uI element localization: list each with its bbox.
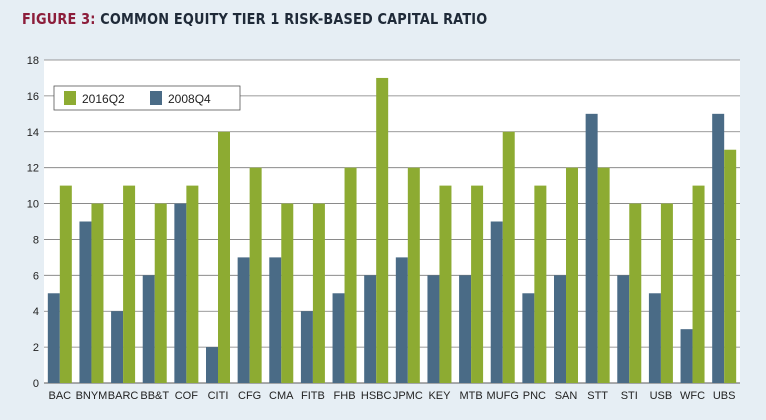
bar-2016q2 [312,203,325,383]
bar-2016q2 [660,203,673,383]
bar-2016q2 [154,203,167,383]
y-tick-label: 12 [27,163,39,175]
x-category-label: MUFG [487,390,519,402]
y-tick-label: 10 [27,199,39,211]
legend-box [53,85,241,111]
bar-2008q4 [522,293,535,383]
bar-2008q4 [585,113,598,383]
y-tick-label: 14 [27,127,39,139]
x-category-label: WFC [680,390,705,402]
y-axis-ticks: 0 2 4 6 8 10 12 14 16 18 [27,55,39,390]
x-category-label: JPMC [393,390,423,402]
bar-2016q2 [344,167,357,383]
x-category-label: USB [650,390,673,402]
bar-2008q4 [237,257,250,383]
bar-2016q2 [281,203,294,383]
legend-swatch [64,91,76,105]
y-tick-label: 0 [33,378,39,390]
bar-2016q2 [186,185,199,383]
bar-2016q2 [376,77,389,383]
x-category-label: SAN [555,390,578,402]
y-tick-label: 4 [33,306,39,318]
bar-2016q2 [439,185,452,383]
bar-2008q4 [111,311,124,383]
bar-2016q2 [629,203,642,383]
bar-2008q4 [712,113,725,383]
x-category-label: STI [621,390,638,402]
x-category-label: HSBC [361,390,392,402]
x-category-label: CFG [238,390,261,402]
y-tick-label: 6 [33,270,39,282]
bar-2008q4 [395,257,408,383]
x-category-label: BB&T [140,390,169,402]
x-category-label: STT [587,390,608,402]
bar-2008q4 [332,293,345,383]
figure-title: COMMON EQUITY TIER 1 RISK-BASED CAPITAL … [100,10,488,28]
bar-2008q4 [47,293,60,383]
bar-2008q4 [206,347,218,383]
legend-label: 2008Q4 [168,92,211,106]
bar-2008q4 [300,311,313,383]
bars [47,77,737,383]
bar-2008q4 [490,221,503,383]
bar-2008q4 [648,293,661,383]
bar-2008q4 [617,275,630,383]
legend: 2016Q2 2008Q4 [53,85,241,111]
x-category-label: MTB [459,390,482,402]
bar-2016q2 [407,167,420,383]
x-category-label: KEY [428,390,451,402]
bar-2008q4 [79,221,92,383]
x-category-label: BAC [49,390,72,402]
bar-2016q2 [566,167,578,383]
x-category-label: BARC [108,390,139,402]
bar-2016q2 [123,185,136,383]
x-category-label: UBS [713,390,736,402]
bar-2016q2 [597,167,610,383]
bar-2016q2 [692,185,705,383]
x-category-label: CITI [208,390,229,402]
bar-2016q2 [249,167,262,383]
figure-label: FIGURE 3: [22,10,96,28]
x-category-label: PNC [523,390,546,402]
bar-2008q4 [142,275,155,383]
bar-2016q2 [91,203,104,383]
x-axis-categories: BAC BNYM BARC BB&T COF CITI CFG CMA FITB FHB HSBC J… [49,390,736,402]
bar-2016q2 [59,185,72,383]
y-tick-label: 2 [33,342,39,354]
chart-title: FIGURE 3: COMMON EQUITY TIER 1 RISK-BASE… [22,10,487,28]
bar-2008q4 [174,203,187,383]
bar-2008q4 [680,329,693,383]
bar-2016q2 [534,185,547,383]
bar-2008q4 [554,275,566,383]
y-tick-label: 18 [27,55,39,67]
y-tick-label: 16 [27,91,39,103]
x-category-label: BNYM [76,390,108,402]
x-category-label: CMA [269,390,294,402]
legend-swatch [150,91,162,105]
legend-label: 2016Q2 [82,92,125,106]
y-tick-label: 8 [33,234,39,246]
bar-2008q4 [364,275,377,383]
bar-2016q2 [471,185,484,383]
bar-2008q4 [427,275,440,383]
x-category-label: FITB [301,390,325,402]
bar-2008q4 [269,257,282,383]
bar-2016q2 [724,149,737,383]
bar-2016q2 [218,131,230,383]
bar-2016q2 [502,131,515,383]
x-category-label: FHB [334,390,356,402]
x-category-label: COF [175,390,199,402]
bar-2008q4 [459,275,472,383]
